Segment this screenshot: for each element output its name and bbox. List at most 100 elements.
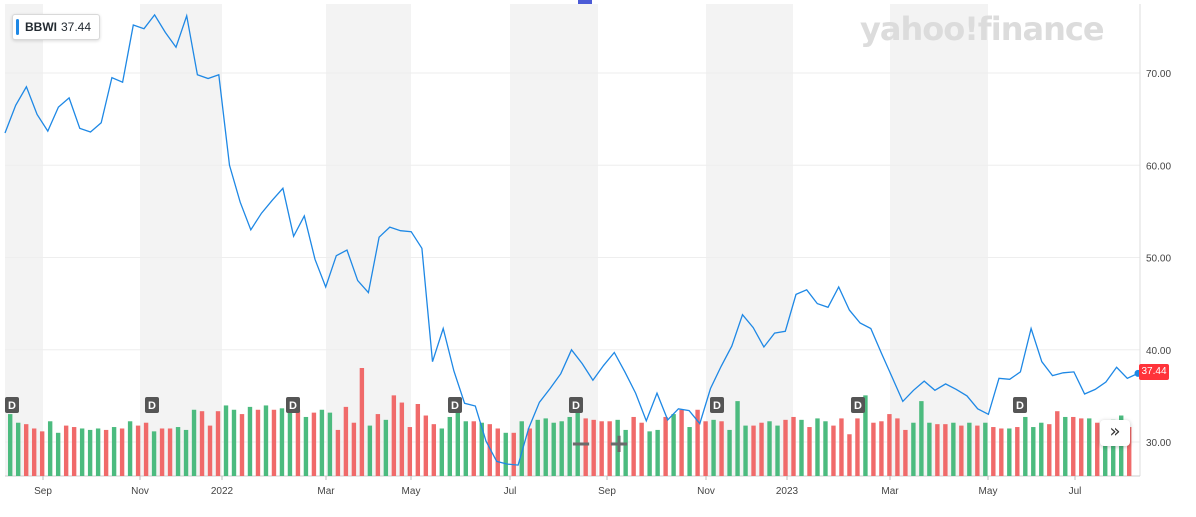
volume-bar [383, 419, 389, 476]
volume-bar [375, 414, 381, 476]
volume-bar [1103, 432, 1108, 476]
volume-bar [647, 431, 652, 476]
dividend-marker [5, 397, 19, 413]
zoom-in-button[interactable]: + [608, 429, 630, 459]
dividend-marker-label: D [8, 400, 16, 412]
range-selector-tab[interactable] [578, 0, 592, 4]
volume-bar [287, 411, 293, 476]
volume-bar [95, 428, 101, 476]
dividend-marker-label: D [148, 400, 156, 412]
volume-bar [279, 408, 285, 476]
volume-bar [1111, 419, 1116, 476]
volume-bar [31, 428, 37, 476]
y-tick-label: 70.00 [1146, 69, 1171, 80]
ticker-badge[interactable]: BBWI 37.44 [12, 14, 101, 40]
y-tick-label: 60.00 [1146, 161, 1171, 172]
zoom-out-button[interactable]: − [570, 429, 592, 459]
volume-bar [1087, 418, 1092, 476]
volume-bar [631, 416, 636, 476]
volume-bar [671, 414, 676, 476]
last-price-flag: 37.44 [1139, 364, 1169, 380]
volume-bar [143, 422, 149, 476]
volume-bar [391, 395, 397, 476]
dividend-marker [1013, 397, 1027, 413]
volume-bar [719, 421, 724, 476]
volume-bar [1031, 427, 1036, 476]
volume-bar [975, 425, 980, 476]
scroll-forward-button[interactable]: » [1100, 420, 1130, 446]
volume-bar [447, 416, 453, 476]
volume-bar [351, 422, 357, 476]
volume-bar [407, 427, 413, 476]
volume-bar [495, 428, 500, 476]
volume-bar [727, 429, 732, 476]
month-band [326, 4, 411, 476]
volume-bar [231, 409, 237, 476]
x-tick-label: Mar [317, 486, 335, 497]
volume-bar [599, 421, 604, 476]
dividend-marker [851, 397, 865, 413]
volume-bar [519, 421, 524, 476]
volume-bar [919, 401, 924, 476]
volume-bar [703, 421, 708, 476]
y-tick-label: 30.00 [1146, 438, 1171, 449]
volume-bar [551, 422, 556, 476]
volume-bar [847, 434, 852, 476]
volume-bar [71, 427, 77, 476]
volume-bar [183, 429, 189, 476]
volume-bar [1095, 422, 1100, 476]
y-tick-label: 40.00 [1146, 346, 1171, 357]
volume-bar [807, 427, 812, 476]
volume-bar [47, 421, 53, 476]
volume-bar [679, 409, 684, 476]
volume-bar [415, 404, 421, 476]
volume-bar [823, 421, 828, 476]
x-tick-label: Jul [504, 486, 517, 497]
month-band [890, 4, 988, 476]
volume-bar [479, 422, 484, 476]
volume-bar [527, 428, 532, 476]
volume-bar [87, 429, 93, 476]
x-tick-label: Sep [598, 486, 616, 497]
dividend-marker [710, 397, 724, 413]
volume-bar [711, 419, 716, 476]
volume-bar [335, 429, 341, 476]
volume-bar [327, 412, 333, 476]
volume-bar [15, 422, 21, 476]
volume-bar [911, 422, 916, 476]
volume-bar [175, 427, 181, 476]
volume-bar [487, 424, 492, 476]
volume-bar [871, 422, 876, 476]
dividend-marker-label: D [713, 400, 721, 412]
volume-bar [503, 432, 508, 476]
volume-bar [991, 427, 996, 476]
dividend-marker [569, 397, 583, 413]
volume-bar [55, 432, 61, 476]
volume-bar [615, 419, 620, 476]
ticker-price: 37.44 [61, 20, 92, 34]
dividend-marker-label: D [854, 400, 862, 412]
dividend-marker [286, 397, 300, 413]
volume-bar [1007, 428, 1012, 476]
volume-bar [455, 406, 460, 476]
volume-bar [935, 424, 940, 476]
volume-bar [223, 405, 229, 476]
volume-bar [1023, 416, 1028, 476]
volume-bar [1063, 416, 1068, 476]
volume-bar [663, 416, 668, 476]
volume-bar [431, 424, 437, 476]
ticker-symbol: BBWI [25, 20, 57, 34]
volume-bar [119, 428, 125, 476]
volume-bar [1015, 427, 1020, 476]
volume-bar [815, 418, 820, 476]
volume-bar [535, 419, 540, 476]
x-tick-label: Nov [131, 486, 149, 497]
dividend-marker [448, 397, 462, 413]
volume-bar [1039, 422, 1044, 476]
volume-bar [959, 425, 964, 476]
x-tick-label: Sep [34, 486, 52, 497]
dividend-marker-label: D [289, 400, 297, 412]
x-tick-label: Mar [881, 486, 899, 497]
